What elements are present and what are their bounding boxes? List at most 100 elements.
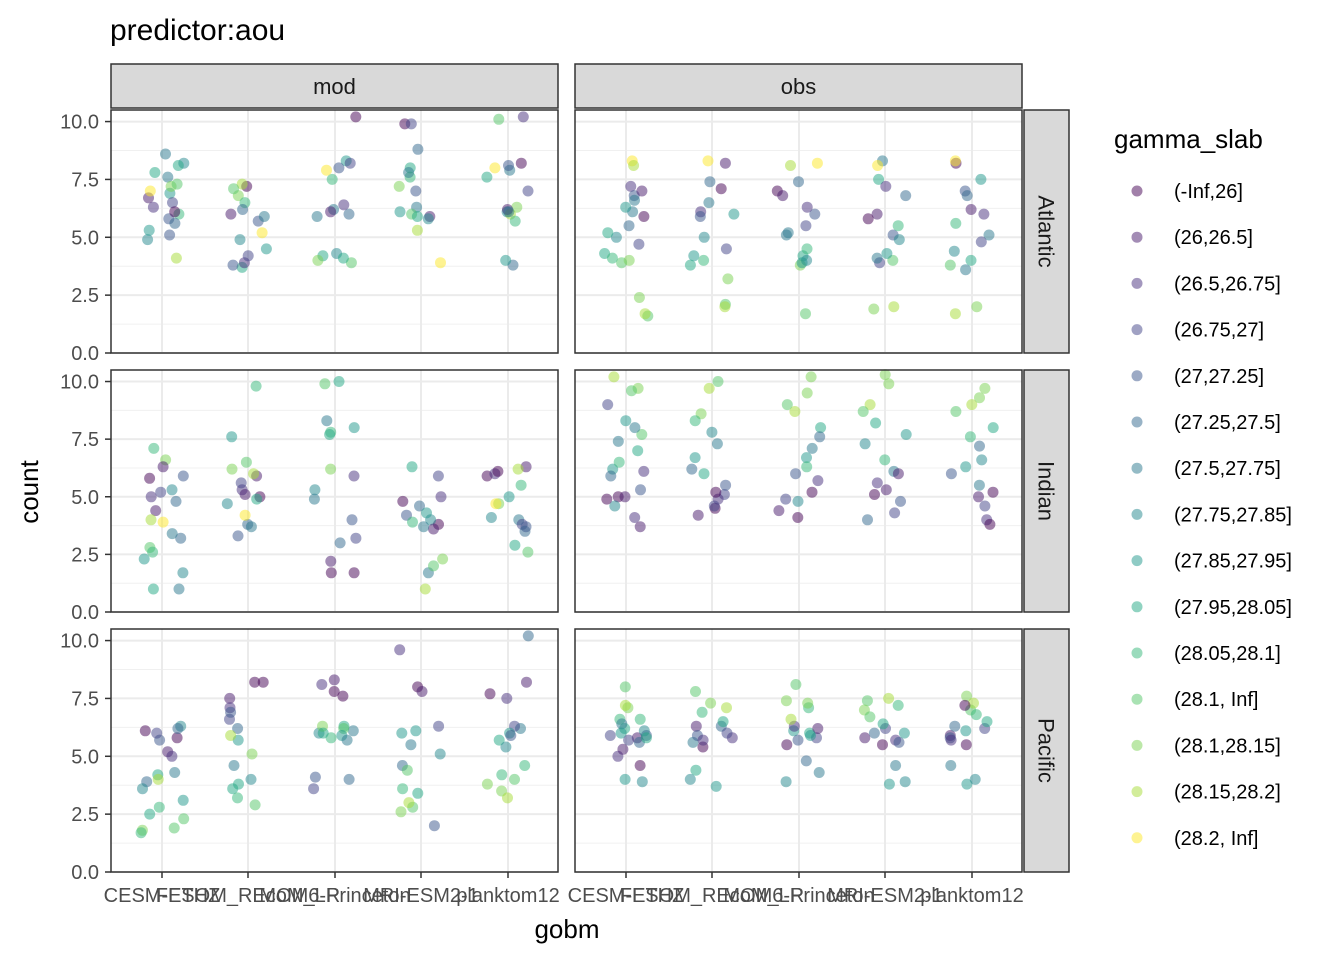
data-point: [801, 452, 812, 464]
data-point: [414, 500, 425, 512]
x-tick-label: CESM-ETHZ: [568, 885, 685, 907]
data-point: [147, 201, 159, 213]
data-point: [509, 773, 520, 785]
data-point: [515, 479, 527, 491]
data-point: [326, 173, 338, 185]
data-point: [634, 713, 646, 725]
legend-label: (-Inf,26]: [1174, 181, 1243, 203]
y-tick-label: 7.5: [71, 688, 99, 710]
data-point: [802, 697, 814, 709]
legend-entry: (28.05,28.1]: [1131, 643, 1281, 665]
data-point: [881, 248, 893, 259]
data-point: [800, 755, 812, 767]
data-point: [169, 767, 181, 778]
legend-key: [1131, 832, 1143, 844]
data-point: [960, 739, 972, 751]
data-point: [872, 160, 884, 171]
data-point: [257, 676, 269, 688]
data-point: [949, 308, 961, 320]
data-point: [883, 378, 895, 390]
data-point: [145, 491, 157, 503]
data-point: [696, 706, 708, 718]
data-point: [260, 243, 272, 255]
data-point: [493, 734, 505, 746]
data-point: [435, 257, 446, 269]
data-point: [325, 463, 337, 475]
data-point: [435, 491, 447, 503]
data-point: [150, 505, 162, 517]
data-point: [246, 748, 258, 760]
data-point: [418, 521, 430, 533]
legend-entry: (27.25,27.5]: [1131, 412, 1281, 434]
data-point: [970, 709, 982, 721]
data-point: [892, 468, 904, 480]
data-point: [428, 523, 439, 535]
data-point: [226, 463, 238, 475]
data-point: [503, 206, 515, 218]
strip-background: [1023, 109, 1070, 354]
data-point: [722, 273, 734, 285]
data-point: [895, 495, 906, 507]
data-point: [880, 180, 892, 192]
data-point: [623, 734, 635, 746]
legend-key: [1131, 786, 1143, 798]
data-point: [978, 208, 990, 220]
data-point: [242, 250, 254, 262]
legend-entry: (28.2, Inf]: [1131, 828, 1259, 850]
data-point: [169, 217, 181, 229]
data-point: [983, 229, 995, 241]
data-point: [232, 792, 243, 804]
data-point: [512, 463, 524, 475]
data-point: [971, 301, 983, 313]
data-point: [780, 229, 792, 241]
data-point: [815, 422, 827, 434]
data-point: [868, 727, 880, 739]
data-point: [974, 440, 985, 452]
data-point: [623, 220, 635, 232]
legend-key: [1131, 185, 1143, 197]
data-point: [347, 725, 359, 737]
strip-background: [1023, 628, 1070, 873]
data-point: [628, 160, 640, 171]
legend-key: [1131, 601, 1143, 613]
data-point: [147, 583, 159, 595]
data-point: [966, 399, 978, 411]
data-point: [338, 199, 350, 211]
y-tick-label: 10.0: [60, 112, 99, 134]
data-point: [489, 162, 501, 174]
data-point: [694, 211, 706, 222]
facet-strips: mod obs Atlantic Indian Pacific: [110, 63, 1070, 873]
data-point: [698, 254, 710, 266]
data-point: [879, 369, 891, 381]
data-point: [705, 697, 717, 709]
data-point: [604, 730, 616, 741]
data-point: [239, 489, 251, 500]
panel-border: [110, 109, 559, 354]
data-point: [719, 157, 731, 169]
data-point: [350, 532, 362, 544]
data-point: [421, 507, 432, 519]
data-point: [148, 442, 160, 454]
data-point: [619, 491, 631, 503]
data-point: [144, 808, 156, 820]
data-point: [405, 739, 417, 751]
panel-border: [110, 369, 559, 613]
data-point: [177, 794, 189, 806]
data-point: [861, 695, 873, 707]
data-point: [877, 739, 888, 751]
row-strip-pacific: Pacific: [1023, 628, 1070, 873]
data-point: [800, 308, 811, 320]
data-point: [615, 727, 627, 739]
strip-background: [110, 63, 559, 109]
data-point: [240, 456, 252, 468]
legend-key: [1131, 277, 1143, 289]
data-point: [245, 521, 257, 533]
data-point: [950, 406, 962, 417]
data-point: [979, 382, 991, 394]
data-point: [684, 773, 696, 785]
data-point: [805, 371, 817, 383]
data-point: [689, 415, 701, 427]
data-point: [944, 259, 956, 271]
data-point: [889, 507, 901, 519]
data-point: [811, 157, 823, 169]
